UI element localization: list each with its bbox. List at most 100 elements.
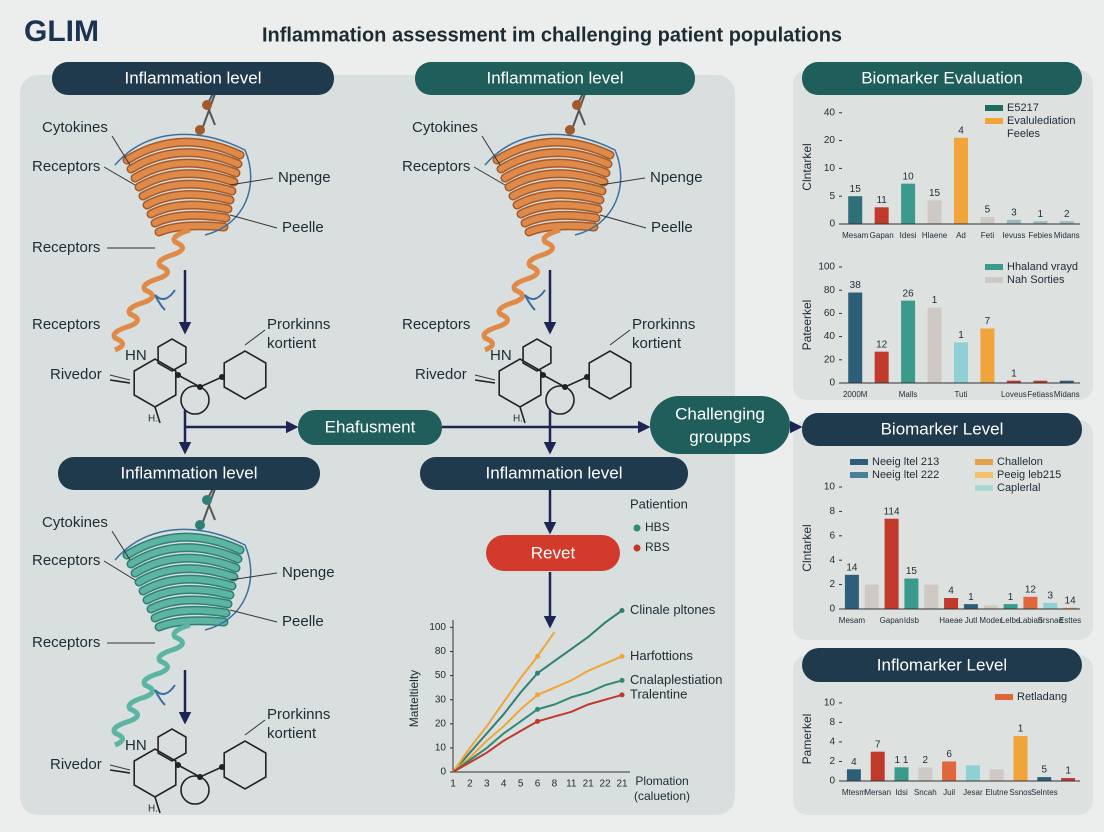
bar [1063, 607, 1078, 609]
pill-label: Inflammation level [120, 463, 257, 482]
legend-swatch [985, 277, 1003, 283]
point [535, 670, 540, 676]
point [619, 608, 625, 614]
legend-swatch [985, 105, 1003, 111]
x-tick-label: 2 [467, 779, 473, 790]
pill-label: groupps [689, 427, 750, 446]
x-tick-label: Labian [1018, 616, 1042, 625]
leader-line [229, 214, 278, 229]
label: Rivedor [50, 366, 102, 383]
x-axis-label: Plomation [635, 774, 688, 788]
bar-label: 5 [1042, 765, 1048, 776]
leader-line [229, 572, 278, 581]
label: Prorkinns [267, 316, 330, 333]
ribbon [494, 139, 613, 163]
label: kortient [267, 335, 317, 352]
bar [1006, 380, 1021, 383]
x-tick-label: 6 [535, 779, 541, 790]
y-axis-label: Clntarkel [800, 143, 814, 190]
label: Receptors [32, 158, 100, 175]
ring [180, 385, 210, 415]
bar [844, 574, 859, 609]
label: HN [125, 737, 147, 754]
legend-label: Hhaland vrayd [1007, 261, 1078, 273]
legend-label: Evalulediation [1007, 115, 1076, 127]
x-tick-label: Elutne [985, 788, 1008, 797]
leader-line [244, 719, 266, 736]
x-tick-label: Midans [1054, 390, 1080, 399]
label: HN [125, 347, 147, 364]
label: Receptors [32, 239, 100, 256]
y-tick-label: 0 [440, 767, 446, 778]
x-tick-label: Sncah [914, 788, 937, 797]
label: Peelle [282, 613, 324, 630]
pill-label: Ehafusment [325, 417, 416, 436]
ribbon [518, 202, 601, 217]
legend-swatch [850, 472, 868, 478]
bar-label: 4 [851, 757, 857, 768]
chart-title: Inflomarker Level [877, 655, 1007, 674]
legend-swatch [975, 485, 993, 491]
pill-label: Challenging [675, 404, 765, 423]
legend-label: Neeig ltel 222 [872, 469, 939, 481]
label: Cytokines [42, 514, 108, 531]
series-label: Harfottions [630, 648, 693, 663]
y-axis-label: Pamerkel [800, 714, 814, 765]
ribbon [514, 191, 603, 208]
legend-label: HBS [645, 520, 670, 534]
legend-label: Feeles [1007, 128, 1041, 140]
bar [924, 584, 939, 609]
y-tick-label: 50 [435, 670, 447, 681]
y-tick-label: 0 [829, 219, 835, 230]
ring [223, 740, 267, 790]
leader-line [229, 177, 274, 186]
bar [848, 196, 863, 224]
bar [874, 351, 889, 383]
y-axis-label: Pateerkel [800, 300, 814, 351]
label: Cytokines [42, 119, 108, 136]
x-tick-label: Esttes [1059, 616, 1081, 625]
leader-line [103, 166, 136, 186]
ribbon [128, 544, 241, 567]
label: Peelle [282, 219, 324, 236]
x-tick-label: Idesi [900, 231, 917, 240]
ribbon [144, 586, 233, 603]
leader-line [229, 609, 278, 623]
bar [1013, 736, 1028, 781]
bar-label: 5 [985, 205, 991, 216]
bar [1059, 380, 1074, 383]
y-tick-label: 100 [429, 622, 446, 633]
y-tick-label: 20 [435, 718, 447, 729]
ribbon [510, 181, 605, 199]
bar [989, 769, 1004, 781]
ribbon [124, 534, 243, 558]
pill-label: Inflammation level [124, 68, 261, 87]
atom [540, 372, 546, 378]
atom [562, 384, 568, 390]
ribbon [502, 160, 609, 181]
y-tick-label: 20 [824, 135, 836, 146]
bar [864, 584, 879, 609]
ribbon [148, 202, 231, 217]
bar [901, 300, 916, 383]
x-tick-label: Loveus [1001, 390, 1027, 399]
point [535, 718, 540, 724]
ribbon [128, 149, 241, 172]
x-tick-label: 1 [450, 779, 456, 790]
x-tick-label: 4 [501, 779, 507, 790]
label: H. [148, 414, 158, 425]
leader-line [109, 374, 131, 381]
bar [927, 307, 942, 383]
bar-label: 1 [1008, 592, 1014, 603]
bar [1061, 778, 1076, 781]
helix [481, 227, 561, 353]
bar-label: 7 [875, 739, 881, 750]
ribbon [132, 555, 239, 576]
ribbon [152, 212, 229, 226]
y-tick-label: 4 [829, 737, 835, 748]
label: Receptors [402, 316, 470, 333]
label: Npenge [650, 169, 703, 186]
y-tick-label: 60 [824, 308, 836, 319]
ribbon [136, 170, 237, 190]
legend-swatch [850, 459, 868, 465]
